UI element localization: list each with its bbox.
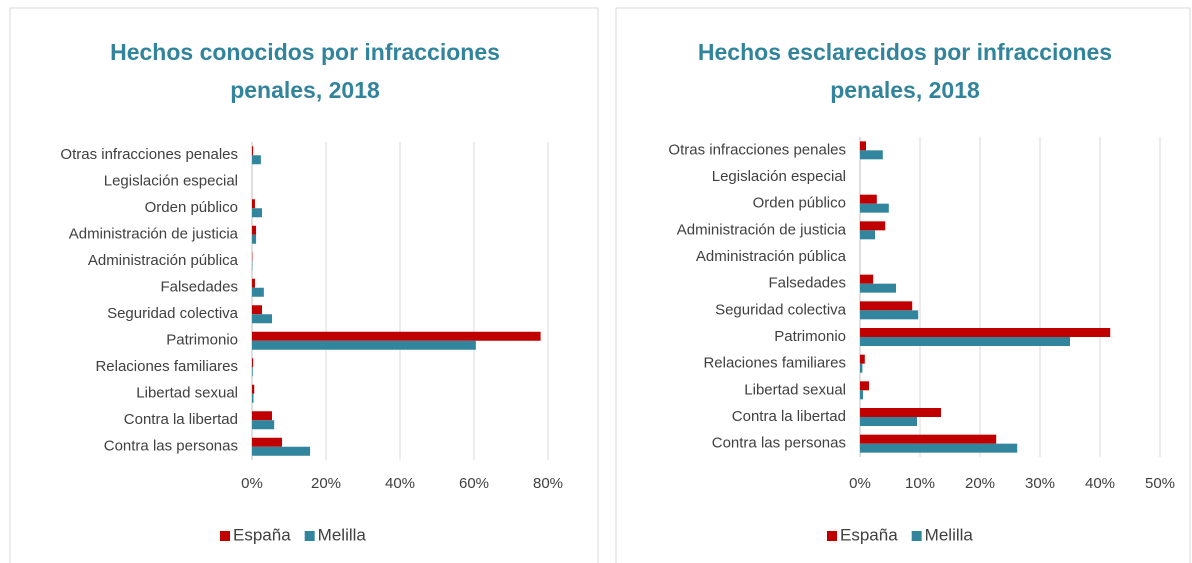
chart-title: Hechos esclarecidos por infracciones pen… <box>697 39 1113 103</box>
bar <box>860 301 913 311</box>
x-tick-label: 0% <box>849 475 871 492</box>
bar <box>860 194 877 204</box>
bar <box>252 155 261 165</box>
bar <box>252 305 262 315</box>
bar <box>860 203 889 213</box>
bar <box>860 363 863 373</box>
bar <box>252 393 254 403</box>
bar <box>860 310 919 320</box>
bar <box>860 443 1018 453</box>
bar <box>252 199 255 209</box>
bar <box>860 417 917 426</box>
y-tick-label: Administración pública <box>88 252 239 269</box>
y-tick-label: Relaciones familiares <box>95 358 238 375</box>
bar <box>252 234 257 244</box>
bar <box>860 390 863 400</box>
bar <box>252 437 282 447</box>
y-tick-label: Administración pública <box>696 248 847 265</box>
y-tick-label: Otras infracciones penales <box>60 146 238 163</box>
x-tick-label: 20% <box>965 475 995 492</box>
legend-swatch <box>220 531 230 541</box>
y-tick-label: Falsedades <box>160 279 238 296</box>
y-tick-label: Patrimonio <box>774 328 846 345</box>
legend-label: Melilla <box>318 525 367 544</box>
x-tick-label: 30% <box>1025 475 1055 492</box>
bar <box>252 358 254 368</box>
y-tick-label: Otras infracciones penales <box>668 141 846 158</box>
legend-swatch <box>911 531 922 541</box>
bar <box>252 225 257 235</box>
y-tick-label: Administración de justicia <box>69 226 239 243</box>
y-tick-label: Orden público <box>145 199 238 216</box>
y-tick-label: Libertad sexual <box>136 385 238 402</box>
x-tick-label: 50% <box>1145 475 1175 492</box>
y-tick-label: Contra la libertad <box>124 411 238 428</box>
x-tick-label: 60% <box>459 475 489 492</box>
x-tick-label: 40% <box>385 475 415 492</box>
bar <box>860 408 941 417</box>
bar <box>860 274 874 284</box>
x-tick-label: 20% <box>311 475 341 492</box>
bar <box>860 221 886 231</box>
bar <box>252 420 275 430</box>
y-tick-label: Relaciones familiares <box>703 355 846 372</box>
bar <box>860 328 1111 337</box>
bar <box>252 367 253 377</box>
bar <box>860 354 865 364</box>
bar <box>252 287 264 297</box>
legend-label: España <box>840 525 898 544</box>
bar <box>252 446 311 456</box>
bar <box>252 411 272 421</box>
panel-frame <box>9 7 599 563</box>
y-tick-label: Legislación especial <box>712 168 846 185</box>
y-tick-label: Libertad sexual <box>744 381 846 398</box>
y-tick-label: Patrimonio <box>166 332 238 349</box>
x-tick-label: 40% <box>1085 475 1115 492</box>
y-tick-label: Orden público <box>753 195 846 212</box>
chart-title: Hechos conocidos por infracciones penale… <box>110 39 500 103</box>
legend-swatch <box>304 531 315 541</box>
panel-frame <box>615 7 1191 563</box>
bar <box>252 340 476 350</box>
y-tick-label: Seguridad colectiva <box>107 305 239 322</box>
bar <box>252 331 541 341</box>
x-tick-label: 10% <box>905 475 935 492</box>
bar <box>252 146 254 156</box>
legend-label: Melilla <box>925 525 974 544</box>
legend-label: España <box>233 525 291 544</box>
bar <box>860 381 869 391</box>
bar <box>860 150 883 160</box>
x-tick-label: 0% <box>241 475 263 492</box>
bar <box>252 278 255 288</box>
bar <box>252 384 255 394</box>
bar <box>860 230 875 240</box>
bar <box>860 283 896 293</box>
y-tick-label: Falsedades <box>768 275 846 292</box>
bar <box>252 208 262 218</box>
y-tick-label: Contra la libertad <box>732 408 846 425</box>
y-tick-label: Contra las personas <box>104 438 238 455</box>
y-tick-label: Legislación especial <box>104 173 238 190</box>
y-tick-label: Seguridad colectiva <box>715 301 847 318</box>
x-tick-label: 80% <box>533 475 563 492</box>
bar <box>860 337 1070 346</box>
y-tick-label: Administración de justicia <box>677 221 847 238</box>
bar <box>860 434 997 444</box>
bar <box>252 314 272 324</box>
y-tick-label: Contra las personas <box>712 435 846 452</box>
bar <box>860 141 866 151</box>
legend-swatch <box>827 531 837 541</box>
